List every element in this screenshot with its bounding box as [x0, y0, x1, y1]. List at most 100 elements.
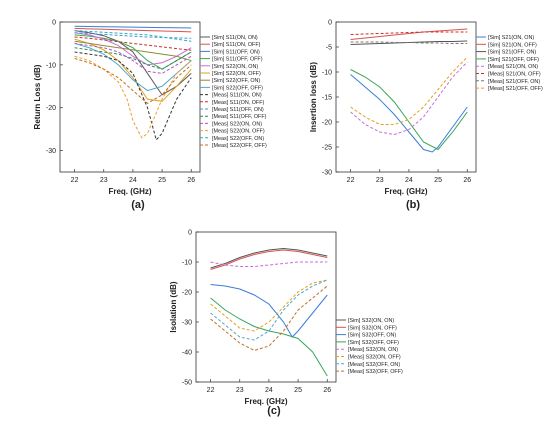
- series-line: [74, 40, 192, 62]
- legend-label: [Sim] S32(ON, OFF): [348, 325, 397, 331]
- legend-label: [Sim] S22(ON, OFF): [212, 71, 261, 77]
- panel-b-chart: 22 23 24 25 26 0 -5 -10 -15 -20 -25 -30 Freq. (GHz) I…: [309, 20, 543, 197]
- legend-label: [Meas] S21(OFF, ON): [488, 79, 540, 85]
- series-line: [74, 32, 192, 66]
- y-tick-label: -20: [322, 120, 332, 127]
- series-line: [350, 69, 468, 151]
- y-tick-label: -5: [326, 45, 332, 52]
- legend-label: [Sim] S22(OFF, OFF): [212, 85, 263, 91]
- legend-label: [Sim] S32(ON, ON): [348, 318, 394, 324]
- y-tick-label: -10: [46, 62, 56, 69]
- x-tick-label: 22: [71, 177, 79, 184]
- plot-frame: [195, 231, 337, 383]
- y-tick-label: -10: [322, 70, 332, 77]
- y-tick-label: -40: [182, 350, 192, 357]
- y-tick-label: -20: [182, 290, 192, 297]
- series-line: [350, 28, 468, 40]
- panel-a-chart: 22 23 24 25 26 0 -10 -20 -30 Freq. (GHz) Return Lo…: [33, 20, 267, 197]
- series-line: [350, 61, 468, 136]
- legend-label: [Sim] S21(ON, OFF): [488, 42, 537, 48]
- y-tick-label: -25: [322, 145, 332, 152]
- y-tick-label: -30: [46, 148, 56, 155]
- x-axis-label: Freq. (GHz): [108, 187, 151, 196]
- y-tick-label: -50: [182, 380, 192, 387]
- x-tick-label: 22: [347, 177, 355, 184]
- legend-label: [Meas] S32(ON, OFF): [348, 355, 401, 361]
- legend-label: [Sim] S11(ON, ON): [212, 35, 258, 41]
- series-line: [210, 247, 328, 269]
- y-tick-label: -10: [182, 260, 192, 267]
- legend-label: [Meas] S11(ON, OFF): [212, 100, 265, 106]
- series-line: [210, 284, 328, 338]
- series-line: [350, 41, 468, 44]
- legend-label: [Sim] S22(OFF, ON): [212, 78, 260, 84]
- legend-label: [Meas] S32(OFF, OFF): [348, 369, 403, 375]
- x-axis-label: Freq. (GHz): [244, 397, 287, 406]
- series-line: [210, 279, 328, 341]
- series-line: [74, 32, 192, 39]
- series-line: [350, 31, 468, 35]
- x-tick-label: 24: [129, 177, 137, 184]
- x-tick-label: 25: [434, 177, 442, 184]
- y-axis-label: Return Loss (dB): [33, 64, 42, 129]
- legend-label: [Sim] S21(OFF, OFF): [488, 57, 539, 63]
- legend-label: [Sim] S11(OFF, OFF): [212, 57, 263, 63]
- series-line: [74, 57, 192, 105]
- x-tick-label: 26: [323, 387, 331, 394]
- x-tick-label: 22: [207, 387, 215, 394]
- x-axis-label: Freq. (GHz): [384, 187, 427, 196]
- y-axis-label: Isolation (dB): [169, 281, 178, 332]
- legend-label: [Sim] S32(OFF, OFF): [348, 340, 399, 346]
- y-tick-label: -15: [322, 95, 332, 102]
- y-tick-label: -30: [322, 170, 332, 177]
- legend-label: [Meas] S11(ON, ON): [212, 93, 262, 99]
- legend-label: [Sim] S32(OFF, ON): [348, 333, 396, 339]
- panel-label-b: (b): [406, 199, 420, 211]
- series-line: [74, 27, 192, 33]
- x-tick-label: 23: [376, 177, 384, 184]
- series-line: [74, 38, 192, 102]
- legend-label: [Meas] S11(OFF, OFF): [212, 114, 267, 120]
- series-line: [210, 261, 328, 267]
- panel-label-a: (a): [131, 199, 145, 211]
- series-line: [74, 55, 192, 139]
- legend-label: [Meas] S21(OFF, OFF): [488, 86, 543, 92]
- legend-label: [Meas] S32(ON, ON): [348, 347, 398, 353]
- legend-label: [Meas] S22(ON, OFF): [212, 129, 265, 135]
- series-line: [74, 42, 192, 74]
- series-line: [74, 30, 192, 96]
- series-line: [74, 25, 192, 29]
- legend-label: [Sim] S11(OFF, ON): [212, 49, 260, 55]
- x-tick-label: 26: [187, 177, 195, 184]
- legend-label: [Sim] S11(ON, OFF): [212, 42, 261, 48]
- series-line: [210, 279, 328, 332]
- y-tick-label: 0: [328, 20, 332, 27]
- series-line: [74, 47, 192, 70]
- legend-label: [Meas] S21(ON, OFF): [488, 72, 541, 78]
- y-tick-label: -20: [46, 105, 56, 112]
- y-tick-label: -30: [182, 320, 192, 327]
- series-line: [350, 56, 468, 125]
- x-tick-label: 24: [405, 177, 413, 184]
- y-axis-label: Insertion loss (dB): [309, 62, 318, 133]
- legend-label: [Meas] S22(OFF, OFF): [212, 143, 267, 149]
- x-tick-label: 24: [265, 387, 273, 394]
- legend-label: [Meas] S11(OFF, ON): [212, 107, 264, 113]
- x-tick-label: 23: [236, 387, 244, 394]
- legend-label: [Meas] S32(OFF, ON): [348, 362, 400, 368]
- y-tick-label: 0: [52, 20, 56, 27]
- y-tick-label: 0: [188, 230, 192, 237]
- series-line: [74, 36, 192, 51]
- series-line: [210, 297, 328, 377]
- series-line: [350, 74, 468, 153]
- x-tick-label: 26: [463, 177, 471, 184]
- series-line: [210, 249, 328, 270]
- plot-frame: [59, 21, 201, 173]
- legend-label: [Meas] S21(ON, ON): [488, 64, 538, 70]
- legend-label: [Sim] S21(ON, ON): [488, 35, 534, 41]
- series-line: [350, 40, 468, 45]
- legend-label: [Meas] S22(OFF, ON): [212, 136, 264, 142]
- panel-c-chart: 22 23 24 25 26 0 -10 -20 -30 -40 -50 Freq. (GHz) Iso…: [169, 230, 403, 407]
- legend-label: [Meas] S22(ON, ON): [212, 121, 262, 127]
